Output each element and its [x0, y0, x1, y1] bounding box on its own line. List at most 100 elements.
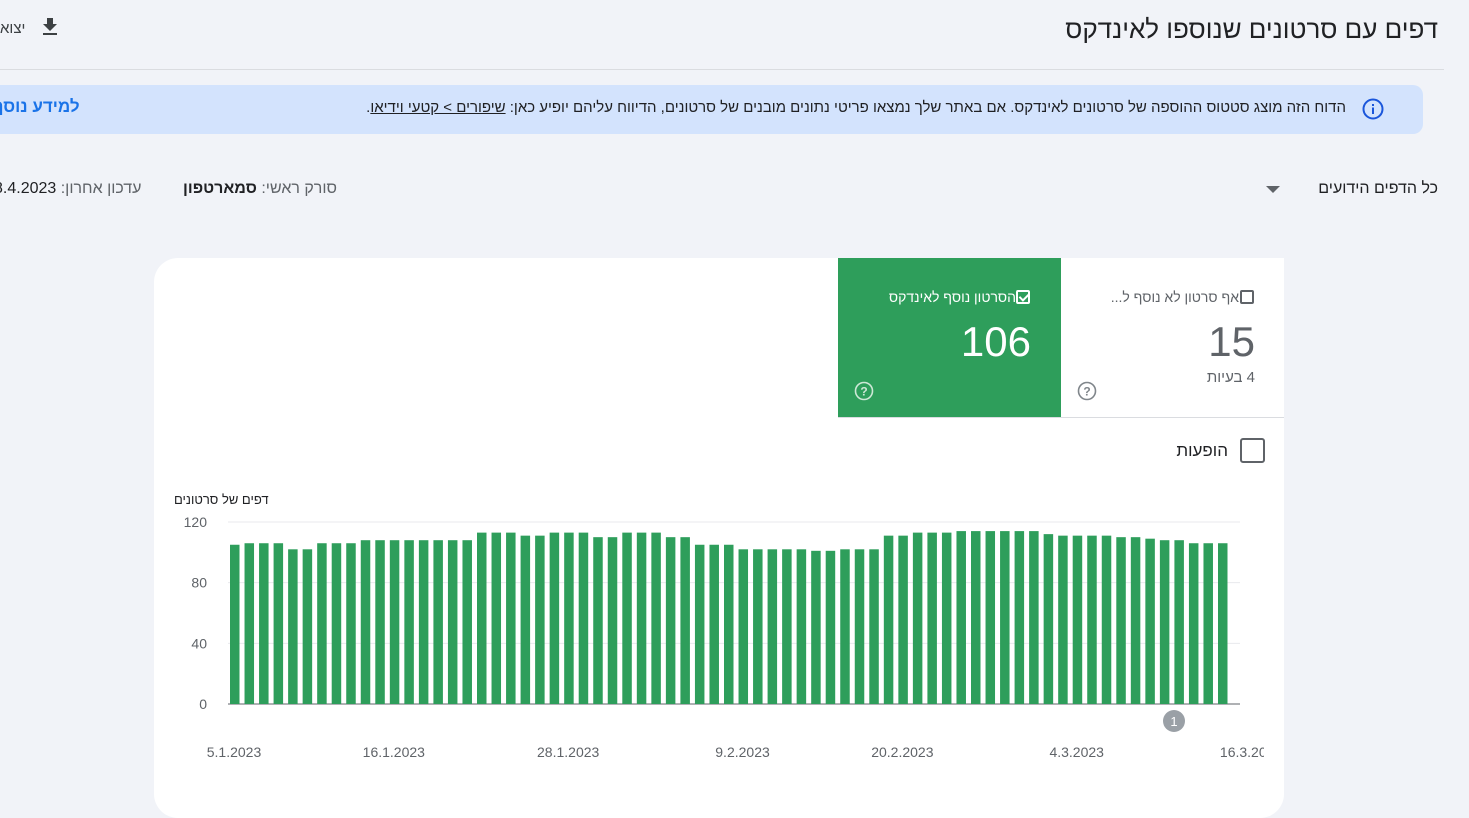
enhancements-videos-link[interactable]: שיפורים > קטעי וידיאו [370, 99, 506, 116]
bar [665, 537, 676, 704]
bar [477, 532, 487, 704]
indexed-checkbox[interactable] [1016, 290, 1030, 304]
bar [447, 540, 458, 704]
bar [259, 543, 269, 704]
annotation-marker [1163, 710, 1185, 732]
crawler-label: סורק ראשי: [261, 180, 337, 197]
bar [709, 544, 719, 704]
tile-indexed[interactable] [838, 258, 1061, 418]
x-tick-label: 5.1.2023 [207, 744, 262, 760]
updated-label: עדכון אחרון: [60, 180, 142, 197]
bar [854, 549, 865, 704]
page-title: דפים עם סרטונים שנוספו לאינדקס [1065, 14, 1438, 44]
bar [1087, 535, 1097, 704]
help-icon[interactable]: ? [1076, 380, 1098, 402]
bar [782, 549, 792, 704]
bar [869, 549, 879, 704]
learn-more-link[interactable]: למידע נוסף [0, 97, 80, 116]
help-icon[interactable]: ? [853, 380, 875, 402]
info-icon [1362, 98, 1384, 120]
banner-period: . [366, 99, 371, 116]
banner-message: הדוח הזה מוצג סטטוס ההוספה של סרטונים לא… [509, 99, 1346, 116]
updated-value: 8.4.2023 [0, 180, 57, 197]
x-tick-label: 16.3.2023 [1220, 744, 1264, 760]
bar [636, 532, 647, 704]
bar [825, 550, 836, 704]
bar [1188, 543, 1199, 704]
not-indexed-issues: 4 בעיות [1206, 369, 1255, 386]
bar [680, 537, 690, 704]
bar [724, 544, 734, 704]
download-icon[interactable] [38, 15, 62, 39]
bar [375, 540, 385, 704]
bar [651, 532, 661, 704]
bar [549, 532, 560, 704]
not-indexed-checkbox[interactable] [1240, 290, 1254, 304]
bar [898, 535, 908, 704]
not-indexed-count: 15 [1208, 318, 1255, 365]
tile-not-indexed[interactable] [1061, 258, 1284, 418]
x-tick-label: 4.3.2023 [1049, 744, 1104, 760]
primary-crawler: סורק ראשי: סמארטפון [183, 180, 337, 198]
impressions-checkbox[interactable] [1240, 438, 1265, 463]
x-tick-label: 16.1.2023 [363, 744, 425, 760]
y-tick-label: 80 [191, 575, 207, 591]
impressions-label: הופעות [1176, 441, 1228, 460]
bar [491, 532, 502, 704]
bar [840, 549, 850, 704]
bar [1029, 531, 1039, 704]
bar [694, 544, 705, 704]
bar [912, 532, 923, 704]
bar [1203, 543, 1213, 704]
indexed-label: הסרטון נוסף לאינדקס [888, 289, 1016, 305]
bar [346, 543, 356, 704]
header-divider [0, 69, 1444, 70]
bar [1014, 531, 1025, 704]
pages-chart: 0 40 80 120 5.1.2023 16.1.2023 28.1.2023 9.2.20… [184, 514, 1264, 760]
bar [520, 535, 531, 704]
not-indexed-label: אף סרטון לא נוסף ל... [1110, 289, 1239, 305]
bar [418, 540, 429, 704]
svg-text:?: ? [860, 385, 867, 399]
bar [578, 532, 589, 704]
bar [941, 532, 952, 704]
bar [985, 531, 996, 704]
y-axis-label: דפים של סרטונים [174, 492, 269, 507]
bar [564, 532, 574, 704]
bar [360, 540, 371, 704]
annotation-label: 1 [1170, 714, 1177, 729]
bar [317, 543, 327, 704]
bar [433, 540, 443, 704]
bar [1174, 540, 1184, 704]
x-tick-label: 28.1.2023 [537, 744, 599, 760]
bar [1043, 534, 1054, 704]
bar [535, 535, 545, 704]
bar [331, 543, 342, 704]
bar [607, 537, 618, 704]
bar [462, 540, 472, 704]
bar [273, 543, 284, 704]
bar [767, 549, 778, 704]
pages-filter-dropdown[interactable]: כל הדפים הידועים [1318, 180, 1438, 197]
bar [1218, 543, 1228, 704]
x-tick-label: 20.2.2023 [871, 744, 933, 760]
export-button[interactable]: ייצוא [0, 20, 26, 37]
bar [1101, 535, 1112, 704]
svg-text:?: ? [1083, 385, 1090, 399]
dropdown-arrow-icon[interactable] [1266, 186, 1280, 193]
last-updated: עדכון אחרון: 8.4.2023 [0, 180, 141, 198]
bar [971, 531, 981, 704]
y-tick-label: 40 [191, 635, 207, 651]
bar [956, 531, 966, 704]
bar [796, 549, 807, 704]
bar [811, 550, 821, 704]
bar [1000, 531, 1010, 704]
bar [389, 540, 400, 704]
bar [288, 549, 298, 704]
bar [1116, 537, 1126, 704]
tiles-divider [838, 417, 1284, 418]
y-tick-label: 0 [199, 696, 207, 712]
bar [1072, 535, 1083, 704]
x-tick-label: 9.2.2023 [715, 744, 770, 760]
indexed-count: 106 [960, 318, 1031, 365]
